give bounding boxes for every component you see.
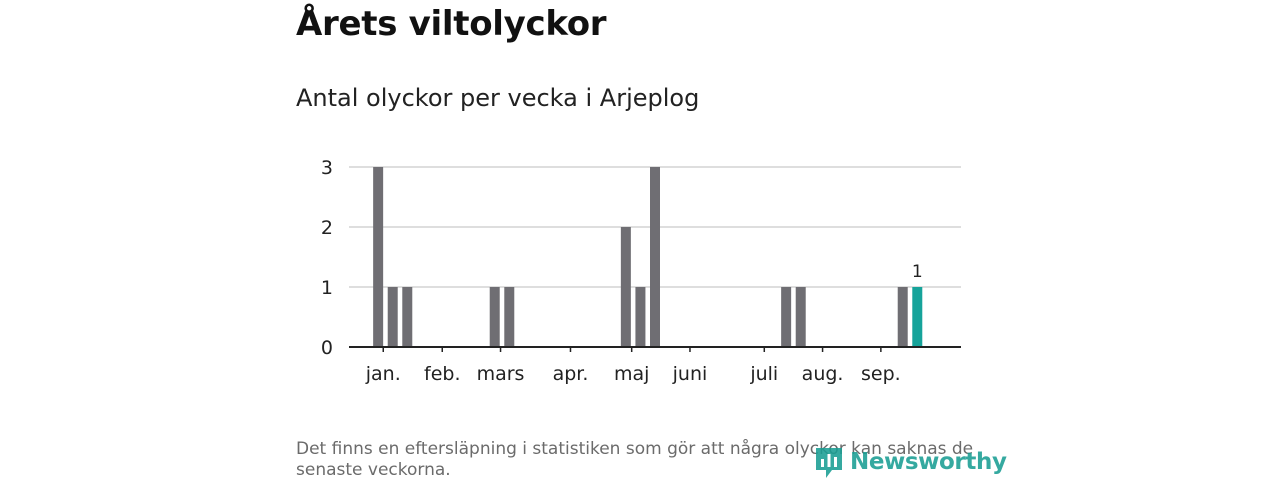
chart-subtitle: Antal olyckor per vecka i Arjeplog xyxy=(296,84,700,112)
y-tick-label: 3 xyxy=(321,157,333,179)
x-tick-label: juni xyxy=(672,363,708,385)
bar xyxy=(504,287,515,347)
newsworthy-logo: Newsworthy xyxy=(814,444,1007,480)
x-tick-label: aug. xyxy=(802,363,844,385)
bar-data-label: 1 xyxy=(912,262,923,282)
y-tick-label: 0 xyxy=(321,337,333,359)
bar xyxy=(620,227,631,347)
y-tick-label: 2 xyxy=(321,217,333,239)
newsworthy-logo-text: Newsworthy xyxy=(850,449,1007,475)
bar xyxy=(402,287,413,347)
bar xyxy=(373,167,384,347)
x-tick-label: mars xyxy=(477,363,525,385)
bar xyxy=(489,287,500,347)
bar xyxy=(897,287,908,347)
x-tick-label: feb. xyxy=(424,363,460,385)
footnote: Det finns en eftersläpning i statistiken… xyxy=(296,439,974,480)
x-tick-label: apr. xyxy=(553,363,589,385)
x-tick-label: juli xyxy=(749,363,778,385)
bar xyxy=(387,287,398,347)
bar xyxy=(781,287,792,347)
bar xyxy=(650,167,660,347)
x-tick-label: jan. xyxy=(365,363,401,385)
chart-title: Årets viltolyckor xyxy=(296,4,607,44)
y-tick-label: 1 xyxy=(321,277,333,299)
bar xyxy=(635,287,646,347)
bar xyxy=(795,287,806,347)
newsworthy-logo-icon xyxy=(816,448,842,478)
bar-current-week xyxy=(912,287,923,347)
x-tick-label: maj xyxy=(614,363,649,385)
x-tick-label: sep. xyxy=(861,363,901,385)
